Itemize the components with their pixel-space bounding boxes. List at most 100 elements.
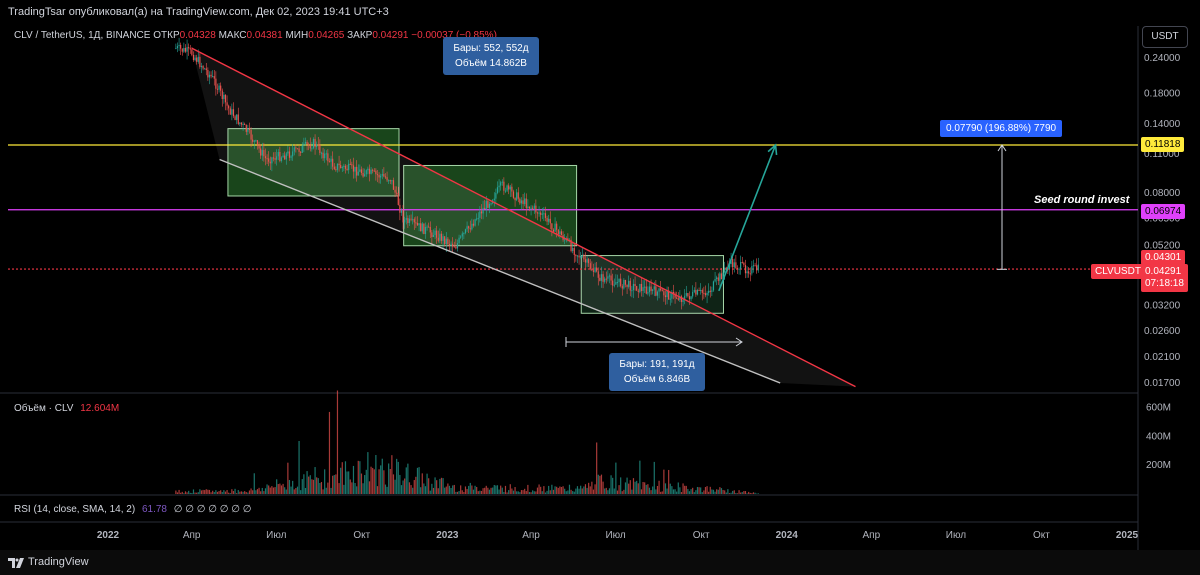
volume-bar <box>213 492 215 494</box>
candle-body <box>576 255 579 257</box>
volume-bar <box>325 487 327 494</box>
volume-bar <box>560 487 563 494</box>
candle-body <box>532 207 534 209</box>
volume-bar <box>338 483 340 494</box>
change-value: −0.00037 (−0.85%) <box>411 30 497 41</box>
volume-bar <box>268 485 270 494</box>
candle-body <box>439 233 441 241</box>
candle-body <box>277 151 279 157</box>
candle-body <box>485 200 487 210</box>
candle-body <box>476 218 478 220</box>
volume-bar <box>548 485 550 494</box>
candle-body <box>607 276 609 279</box>
volume-bar <box>376 486 379 494</box>
candle-body <box>290 156 292 158</box>
candle-body <box>612 280 614 286</box>
time-tick-label: Апр <box>522 530 540 541</box>
volume-bar <box>549 490 551 494</box>
candle-body <box>490 203 492 205</box>
currency-button[interactable]: USDT <box>1142 26 1188 48</box>
candle-body <box>524 198 526 205</box>
candle-body <box>495 192 497 199</box>
candle-body <box>261 150 263 156</box>
candle-body <box>266 158 268 160</box>
volume-tick-label: 600M <box>1146 402 1171 413</box>
volume-bar <box>365 469 367 494</box>
candle-body <box>688 296 691 300</box>
price-tick-label: 0.05200 <box>1144 241 1181 252</box>
candle-body <box>293 147 295 152</box>
candle-body <box>212 76 214 78</box>
volume-bar <box>335 474 337 494</box>
volume-bar <box>434 477 436 494</box>
volume-bar <box>293 489 295 494</box>
volume-tick-label: 400M <box>1146 431 1171 442</box>
candle-body <box>560 231 563 236</box>
bars-range-arrowhead <box>735 337 743 347</box>
candle-body <box>580 256 582 258</box>
candle-body <box>586 259 588 263</box>
candle-body <box>624 279 627 285</box>
volume-legend: Объём · CLV 12.604M <box>14 403 119 414</box>
candle-body <box>650 286 652 291</box>
candle-body <box>516 192 518 201</box>
candle-body <box>207 70 209 78</box>
time-tick-label: Апр <box>862 530 880 541</box>
candle-body <box>736 268 739 270</box>
volume-bar <box>231 489 233 494</box>
candle-body <box>234 116 236 120</box>
candle-body <box>357 171 359 176</box>
volume-bar <box>348 471 350 494</box>
candle-body <box>197 56 199 62</box>
candle-body <box>351 164 353 166</box>
candle-body <box>200 66 203 68</box>
volume-bar <box>565 491 567 494</box>
candle-body <box>752 265 755 267</box>
volume-bar <box>586 487 588 494</box>
volume-bar <box>615 462 617 494</box>
open-value: 0.04328 <box>179 30 216 41</box>
candle-body <box>740 262 742 269</box>
candle-body <box>676 297 678 299</box>
candle-body <box>229 108 231 115</box>
volume-bar <box>287 462 289 494</box>
candle-body <box>636 286 638 291</box>
bars-range-bottom: Бары: 191, 191д Объём 6.846B <box>609 353 705 391</box>
volume-bar <box>540 486 542 494</box>
volume-bar <box>584 484 587 494</box>
volume-bar <box>698 487 700 494</box>
volume-bar <box>344 461 347 494</box>
volume-bar <box>682 483 684 494</box>
volume-bar <box>232 491 235 494</box>
candle-body <box>386 177 388 181</box>
volume-bar <box>732 490 734 494</box>
candle-body <box>210 74 212 77</box>
volume-bar <box>580 485 582 494</box>
volume-bar <box>221 492 223 494</box>
yellow-level-tag: 0.11818 <box>1141 137 1185 152</box>
volume-bar <box>668 469 670 494</box>
volume-bar <box>664 483 667 494</box>
volume-bar <box>200 490 203 494</box>
range-rectangle <box>580 255 724 314</box>
candle-body <box>719 273 721 281</box>
candle-body <box>738 268 740 270</box>
volume-bar <box>439 478 441 494</box>
volume-bar <box>751 493 753 494</box>
volume-bar <box>472 489 475 494</box>
volume-bar <box>352 465 355 494</box>
candle-body <box>538 212 540 214</box>
candle-body <box>679 296 681 300</box>
candle-body <box>327 153 329 162</box>
volume-bar <box>357 460 359 494</box>
volume-bar <box>229 493 231 494</box>
volume-bar <box>655 489 657 494</box>
volume-bar <box>696 486 699 494</box>
volume-bar <box>578 488 580 494</box>
last-price-tag: 0.04291 07:18:18 <box>1141 264 1188 292</box>
candle-body <box>194 57 196 61</box>
volume-bar <box>719 487 721 494</box>
symbol-legend: CLV / TetherUS, 1Д, BINANCE ОТКР0.04328 … <box>14 30 497 41</box>
candle-body <box>272 157 275 159</box>
